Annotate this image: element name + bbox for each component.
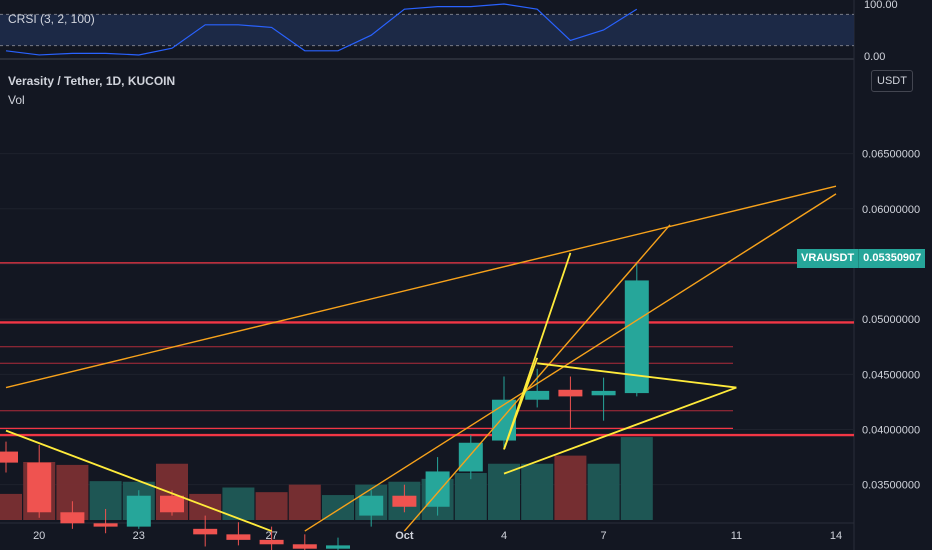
candle-body	[60, 512, 85, 524]
crsi-panel	[0, 3, 854, 56]
candle-body	[558, 389, 583, 397]
candle-body	[126, 495, 151, 527]
price-axis: 100.000.000.065000000.060000000.05500000…	[862, 0, 920, 492]
candle-body	[458, 442, 483, 472]
volume-indicator-label[interactable]: Vol	[8, 93, 25, 107]
crsi-line	[5, 3, 638, 56]
candle-body	[292, 544, 317, 549]
time-tick-label: 20	[33, 530, 45, 542]
candle-body	[160, 495, 184, 513]
crsi-indicator-label[interactable]: CRSI (3, 2, 100)	[8, 12, 95, 26]
price-badge: 0.05350907	[858, 249, 926, 268]
price-tick-label: 0.06500000	[862, 149, 920, 161]
candle-body	[259, 539, 284, 545]
volume-layer	[0, 437, 653, 520]
time-tick-label: 14	[830, 530, 842, 542]
trend-line	[537, 362, 737, 389]
candle-body	[525, 390, 550, 400]
volume-bar	[255, 492, 288, 520]
volume-bar	[0, 493, 22, 520]
time-tick-label: 7	[601, 530, 607, 542]
crsi-tick-label: 0.00	[864, 51, 885, 63]
currency-unit-button[interactable]: USDT	[871, 70, 913, 92]
time-tick-label: 23	[133, 530, 145, 542]
price-tick-label: 0.04000000	[862, 425, 920, 437]
price-tick-label: 0.03500000	[862, 480, 920, 492]
volume-bar	[454, 473, 487, 520]
trend-line	[304, 193, 837, 532]
candle-body	[27, 462, 52, 513]
volume-bar	[521, 463, 554, 520]
crsi-band-fill	[0, 14, 854, 46]
candle-body	[326, 545, 350, 549]
candle-body	[0, 451, 18, 463]
trend-line	[5, 185, 837, 389]
price-tick-label: 0.05000000	[862, 314, 920, 326]
last-price-badge: VRAUSDT 0.05350907	[797, 249, 926, 268]
horizontal-levels	[0, 262, 854, 437]
candle-body	[359, 495, 384, 516]
candle-body	[226, 534, 251, 540]
symbol-title[interactable]: Verasity / Tether, 1D, KUCOIN	[8, 74, 176, 88]
trend-line	[503, 252, 572, 450]
crsi-tick-label: 100.00	[864, 0, 898, 11]
candle-body	[93, 523, 118, 527]
time-axis: 20 23 27 Oct 4 7 11 14	[33, 530, 842, 542]
trend-drawings	[5, 185, 837, 532]
volume-bar	[322, 495, 354, 520]
time-tick-label: Oct	[395, 530, 414, 542]
volume-bar	[554, 455, 587, 520]
price-tick-label: 0.06000000	[862, 204, 920, 216]
trend-line	[403, 224, 671, 532]
time-tick-label: 27	[265, 530, 277, 542]
volume-bar	[620, 437, 653, 520]
candle-body	[591, 390, 616, 396]
candle-body	[193, 528, 218, 535]
volume-bar	[488, 463, 520, 520]
volume-bar	[587, 463, 620, 520]
trend-line	[5, 429, 272, 532]
candle-body	[392, 495, 417, 507]
volume-bar	[288, 484, 321, 520]
time-tick-label: 4	[501, 530, 507, 542]
time-tick-label: 11	[731, 530, 742, 542]
ticker-badge: VRAUSDT	[797, 249, 859, 268]
trend-line	[503, 386, 737, 475]
price-tick-label: 0.04500000	[862, 369, 920, 381]
candle-body	[425, 471, 450, 507]
